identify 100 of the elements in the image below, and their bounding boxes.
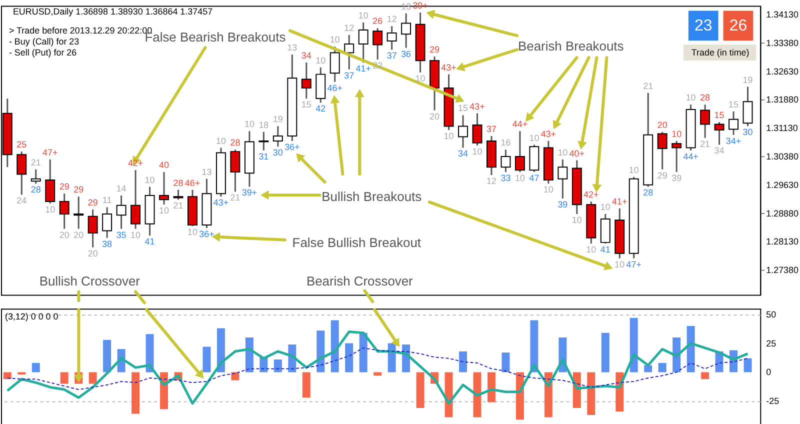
bar xyxy=(103,340,112,372)
text: 10 xyxy=(316,56,326,66)
bar xyxy=(644,365,652,372)
text: 10 xyxy=(159,206,169,216)
annotation: Bullish Crossover xyxy=(39,274,141,289)
text: 12 xyxy=(486,176,496,186)
text: 16 xyxy=(500,138,511,148)
text: 15 xyxy=(728,99,739,110)
bar xyxy=(444,372,453,418)
y-tick-label: 1.27380 xyxy=(766,265,799,276)
annotation: - Buy (Call) for 23 xyxy=(8,36,80,47)
text: 10 xyxy=(572,215,582,226)
y-tick-label: 0 xyxy=(766,367,772,378)
candlestick xyxy=(45,158,56,204)
candlestick xyxy=(700,104,710,139)
bar xyxy=(302,372,310,398)
text: 36+ xyxy=(199,229,214,240)
bar xyxy=(359,332,368,372)
text: 21 xyxy=(643,80,654,91)
text: 41+ xyxy=(612,196,628,206)
candlestick xyxy=(88,208,98,248)
text: 28 xyxy=(700,92,710,103)
candlestick xyxy=(514,130,525,173)
bar xyxy=(345,343,354,372)
annotation: Bearish Crossover xyxy=(306,274,414,289)
text: 44+ xyxy=(683,151,698,162)
y-tick-label: 1.29630 xyxy=(766,180,799,190)
text: 13 xyxy=(287,42,298,53)
bar xyxy=(701,372,710,380)
text: 43+ xyxy=(441,62,456,72)
annotation: Bearish Breakouts xyxy=(518,38,624,54)
candlestick xyxy=(116,194,126,230)
chart-title: EURUSD,Daily 1.36898 1.38930 1.36864 1.37457 xyxy=(12,6,213,17)
bar xyxy=(530,320,538,372)
text: 43+ xyxy=(540,128,556,139)
annotation: Trade (in time) xyxy=(691,48,750,58)
text: 10 xyxy=(444,130,454,141)
y-tick-label: 1.28130 xyxy=(766,236,799,247)
bar xyxy=(374,372,382,376)
text: 10 xyxy=(188,227,198,238)
text: 10 xyxy=(358,10,368,20)
text: 35 xyxy=(116,230,126,240)
text: 30 xyxy=(272,148,283,158)
text: 44+ xyxy=(512,119,528,130)
text: 37 xyxy=(486,124,496,134)
text: 12 xyxy=(344,22,354,33)
text: 38 xyxy=(102,238,112,249)
text: 29 xyxy=(657,170,668,180)
text: 10 xyxy=(144,174,155,185)
annotation: 23 xyxy=(694,18,712,35)
bar xyxy=(88,372,97,384)
text: 46+ xyxy=(184,178,200,188)
candlestick xyxy=(558,158,568,200)
text: 10 xyxy=(45,204,56,214)
text: 28 xyxy=(173,178,184,188)
y-tick-label: -25 xyxy=(766,396,780,406)
bar xyxy=(18,372,26,375)
candlestick xyxy=(600,213,610,244)
text: 37 xyxy=(386,50,397,61)
text: 19 xyxy=(742,74,753,85)
bar xyxy=(146,334,154,372)
candlestick xyxy=(500,148,511,173)
candlestick xyxy=(742,86,753,127)
text: 21 xyxy=(230,192,240,203)
candlestick xyxy=(714,121,724,146)
text: 10 xyxy=(330,34,340,45)
candlestick xyxy=(130,169,141,230)
annotation: Bullish Breakouts xyxy=(322,189,422,204)
text: 20 xyxy=(88,248,98,258)
annotation: (3,12) 0 0 0 0 xyxy=(4,312,58,322)
text: 34 xyxy=(714,146,724,156)
text: 10 xyxy=(628,164,639,175)
bar xyxy=(502,352,510,372)
text: 42+ xyxy=(584,190,599,200)
candlestick xyxy=(386,25,397,50)
candlestick xyxy=(258,131,269,152)
candlestick xyxy=(458,114,468,149)
text: 20 xyxy=(59,230,70,240)
text: 26 xyxy=(729,18,748,35)
text: 28 xyxy=(30,184,41,195)
text: 33 xyxy=(500,172,511,183)
candlestick xyxy=(344,34,354,70)
text: 10 xyxy=(244,119,254,130)
text: 10 xyxy=(543,184,554,195)
y-tick-label: 1.33380 xyxy=(766,38,799,48)
candlestick xyxy=(173,189,184,200)
candlestick xyxy=(272,125,283,148)
y-tick-label: 25 xyxy=(766,338,776,348)
text: 15 xyxy=(301,100,312,110)
text: 20 xyxy=(657,120,668,130)
bar xyxy=(416,372,424,408)
bar xyxy=(587,372,596,415)
text: 47+ xyxy=(42,148,58,158)
text: 28 xyxy=(230,138,240,148)
bar xyxy=(630,318,638,372)
bar xyxy=(330,320,339,372)
text: 19 xyxy=(272,114,283,124)
bar xyxy=(216,328,225,372)
bar xyxy=(274,359,282,372)
text: 21 xyxy=(30,157,41,168)
